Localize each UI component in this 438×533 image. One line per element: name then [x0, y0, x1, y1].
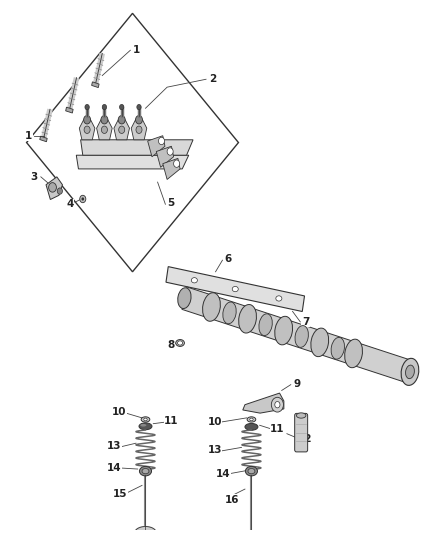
Text: 2: 2: [209, 74, 216, 84]
Circle shape: [135, 116, 142, 124]
FancyBboxPatch shape: [295, 414, 307, 452]
Text: 9: 9: [293, 378, 300, 389]
Polygon shape: [97, 120, 112, 140]
Polygon shape: [76, 155, 189, 169]
Ellipse shape: [259, 314, 272, 336]
Circle shape: [119, 126, 125, 133]
Ellipse shape: [245, 423, 258, 430]
Text: 6: 6: [224, 254, 231, 264]
Ellipse shape: [248, 469, 255, 474]
Text: 14: 14: [107, 463, 122, 473]
Ellipse shape: [297, 413, 306, 418]
Text: 7: 7: [302, 317, 309, 327]
Text: 13: 13: [208, 445, 222, 455]
Text: 13: 13: [107, 441, 122, 451]
Ellipse shape: [141, 417, 150, 422]
Polygon shape: [131, 120, 147, 140]
Circle shape: [84, 116, 91, 124]
Polygon shape: [240, 532, 262, 533]
Ellipse shape: [247, 417, 256, 422]
Circle shape: [101, 116, 108, 124]
Polygon shape: [135, 527, 156, 533]
Polygon shape: [79, 120, 95, 140]
Polygon shape: [66, 107, 73, 113]
Polygon shape: [148, 136, 165, 157]
Circle shape: [81, 197, 84, 200]
Ellipse shape: [139, 423, 152, 430]
Circle shape: [57, 188, 63, 194]
Text: 14: 14: [216, 469, 231, 479]
Ellipse shape: [178, 288, 191, 309]
Ellipse shape: [406, 365, 414, 378]
Circle shape: [136, 126, 142, 133]
Ellipse shape: [232, 286, 238, 292]
Ellipse shape: [191, 278, 198, 283]
Circle shape: [84, 126, 90, 133]
Ellipse shape: [144, 418, 147, 421]
Text: 1: 1: [25, 131, 32, 141]
Circle shape: [173, 160, 180, 167]
Text: 10: 10: [208, 417, 222, 427]
Text: 15: 15: [113, 489, 127, 499]
Polygon shape: [114, 120, 130, 140]
Text: 10: 10: [112, 407, 127, 417]
Ellipse shape: [295, 326, 308, 348]
Circle shape: [118, 116, 125, 124]
Polygon shape: [156, 146, 173, 167]
Ellipse shape: [311, 328, 328, 357]
Circle shape: [137, 104, 141, 110]
Text: 8: 8: [167, 340, 174, 350]
Polygon shape: [163, 158, 180, 180]
Polygon shape: [81, 140, 193, 155]
Circle shape: [120, 104, 124, 110]
Ellipse shape: [275, 316, 293, 345]
Ellipse shape: [140, 424, 146, 426]
Circle shape: [102, 104, 106, 110]
Circle shape: [159, 138, 165, 144]
Polygon shape: [27, 13, 238, 272]
Text: 16: 16: [225, 495, 239, 505]
Ellipse shape: [177, 341, 183, 345]
Text: 11: 11: [270, 424, 285, 434]
Ellipse shape: [331, 337, 344, 359]
Circle shape: [275, 401, 280, 408]
Circle shape: [80, 195, 86, 203]
Text: 12: 12: [298, 434, 313, 444]
Ellipse shape: [276, 296, 282, 301]
Circle shape: [167, 148, 173, 155]
Ellipse shape: [245, 466, 258, 476]
Circle shape: [85, 104, 89, 110]
Ellipse shape: [142, 469, 149, 474]
Text: 4: 4: [66, 199, 74, 209]
Circle shape: [271, 397, 283, 412]
Ellipse shape: [401, 358, 419, 385]
Ellipse shape: [176, 340, 184, 346]
Ellipse shape: [223, 302, 236, 324]
Ellipse shape: [239, 304, 257, 333]
Text: 1: 1: [133, 45, 141, 55]
Ellipse shape: [139, 466, 152, 476]
Circle shape: [49, 183, 57, 192]
Polygon shape: [182, 287, 413, 383]
Polygon shape: [166, 266, 304, 311]
Polygon shape: [92, 82, 99, 87]
Ellipse shape: [250, 418, 253, 421]
Text: 5: 5: [167, 198, 174, 208]
Text: 3: 3: [30, 172, 38, 182]
Text: 11: 11: [164, 416, 179, 426]
Polygon shape: [243, 393, 284, 413]
Circle shape: [101, 126, 107, 133]
Polygon shape: [46, 177, 63, 199]
Polygon shape: [40, 136, 47, 142]
Ellipse shape: [202, 293, 220, 321]
Ellipse shape: [345, 339, 363, 368]
